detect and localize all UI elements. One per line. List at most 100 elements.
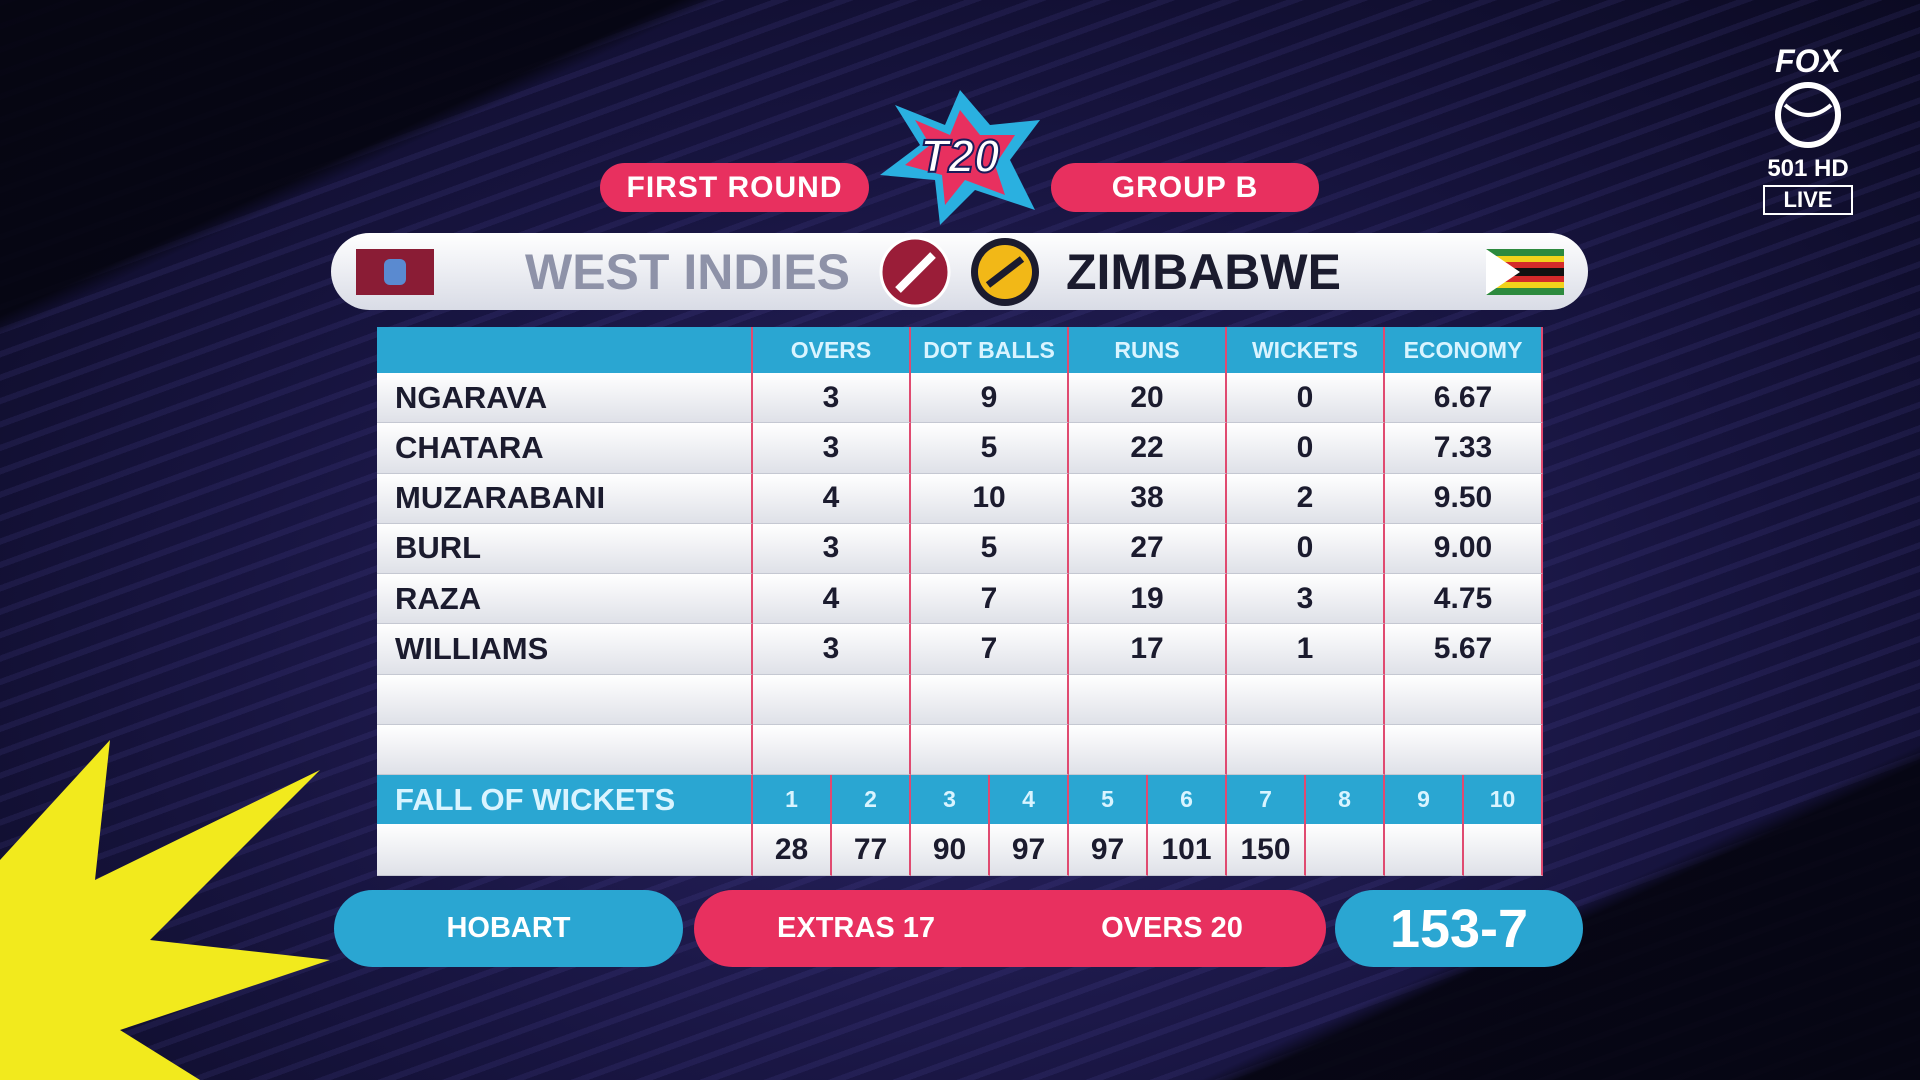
empty-cell (911, 674, 1069, 725)
bowler-name: BURL (377, 523, 753, 574)
stat-cell: 5 (911, 523, 1069, 574)
round-pill: FIRST ROUND (600, 163, 869, 212)
stat-cell: 7 (911, 624, 1069, 675)
broadcaster-name: FOX (1775, 43, 1841, 79)
bowler-name: CHATARA (377, 423, 753, 474)
stat-cell: 7.33 (1385, 423, 1543, 474)
stat-cell: 7 (911, 574, 1069, 625)
empty-cell (1464, 824, 1543, 876)
wicket-number: 5 (1069, 775, 1148, 824)
team-bar (331, 233, 1588, 310)
fow-score: 101 (1148, 824, 1227, 876)
empty-cell (1385, 824, 1464, 876)
stat-cell: 17 (1069, 624, 1227, 675)
column-header: DOT BALLS (911, 327, 1069, 373)
extras: 17 (902, 912, 935, 944)
stat-cell: 0 (1227, 423, 1385, 474)
column-header: RUNS (1069, 327, 1227, 373)
zimbabwe-flag (1486, 249, 1564, 295)
bowler-name: MUZARABANI (377, 473, 753, 524)
fow-score: 97 (1069, 824, 1148, 876)
empty-cell (1385, 674, 1543, 725)
empty-cell (1069, 724, 1227, 775)
west-indies-flag (356, 249, 434, 295)
fow-score: 77 (832, 824, 911, 876)
stat-cell: 19 (1069, 574, 1227, 625)
venue-pill: HOBART (334, 890, 683, 967)
broadcaster-status: LIVE (1763, 185, 1853, 215)
stat-cell: 22 (1069, 423, 1227, 474)
bowler-name: RAZA (377, 574, 753, 625)
tournament-logo: T20 (880, 90, 1040, 225)
empty-cell (1385, 724, 1543, 775)
wicket-number: 1 (753, 775, 832, 824)
stat-cell: 4.75 (1385, 574, 1543, 625)
wicket-number: 8 (1306, 775, 1385, 824)
broadcaster-channel: 501 HD (1767, 155, 1849, 182)
score: 153-7 (1389, 898, 1529, 959)
stat-cell: 2 (1227, 473, 1385, 524)
stat-cell: 27 (1069, 523, 1227, 574)
wicket-number: 4 (990, 775, 1069, 824)
empty-cell (1069, 674, 1227, 725)
round: FIRST ROUND (626, 170, 843, 204)
wicket-number: 2 (832, 775, 911, 824)
overs-group: OVERS 20 (1101, 912, 1243, 945)
empty-cell (1306, 824, 1385, 876)
stat-cell: 3 (753, 373, 911, 424)
bowler-name: WILLIAMS (377, 624, 753, 675)
wicket-number: 9 (1385, 775, 1464, 824)
team-icons (879, 236, 1039, 308)
fow-score: 150 (1227, 824, 1306, 876)
extras-group: EXTRAS 17 (777, 912, 935, 945)
fow-score: 97 (990, 824, 1069, 876)
stat-cell: 6.67 (1385, 373, 1543, 424)
stat-cell: 9 (911, 373, 1069, 424)
stat-cell: 10 (911, 473, 1069, 524)
bowling-team: ZIMBABWE (1066, 244, 1341, 300)
starburst (0, 740, 330, 1080)
empty-cell (753, 674, 911, 725)
group-pill: GROUP B (1051, 163, 1319, 212)
overs: 20 (1210, 912, 1243, 944)
fow-score: 90 (911, 824, 990, 876)
stat-cell: 0 (1227, 373, 1385, 424)
extras-label: EXTRAS (777, 912, 895, 944)
wicket-number: 6 (1148, 775, 1227, 824)
stat-cell: 0 (1227, 523, 1385, 574)
stat-cell: 4 (753, 574, 911, 625)
stat-cell: 9.00 (1385, 523, 1543, 574)
venue: HOBART (446, 912, 571, 944)
header-blank (377, 327, 753, 373)
logo-text: T20 (920, 130, 1000, 182)
bowler-name: NGARAVA (377, 373, 753, 424)
fow-label: FALL OF WICKETS (377, 775, 753, 824)
empty-cell (753, 724, 911, 775)
stat-cell: 3 (753, 624, 911, 675)
empty-cell (1227, 674, 1385, 725)
bowling-table: OVERS DOT BALLS RUNS WICKETS ECONOMY NGARAVA 3… (377, 327, 1543, 876)
wicket-number: 10 (1464, 775, 1543, 824)
empty-cell (911, 724, 1069, 775)
wicket-number: 7 (1227, 775, 1306, 824)
stat-cell: 1 (1227, 624, 1385, 675)
stat-cell: 3 (753, 523, 911, 574)
empty-cell (377, 824, 753, 876)
fow-score: 28 (753, 824, 832, 876)
stat-cell: 4 (753, 473, 911, 524)
stat-cell: 5.67 (1385, 624, 1543, 675)
empty-cell (377, 674, 753, 725)
column-header: OVERS (753, 327, 911, 373)
stat-cell: 3 (1227, 574, 1385, 625)
column-header: WICKETS (1227, 327, 1385, 373)
summary-pill: EXTRAS 17 OVERS 20 (694, 890, 1326, 967)
wicket-number: 3 (911, 775, 990, 824)
stat-cell: 20 (1069, 373, 1227, 424)
group: GROUP B (1111, 170, 1259, 204)
stat-cell: 3 (753, 423, 911, 474)
empty-cell (1227, 724, 1385, 775)
broadcaster-logo: FOX 501 HD LIVE (1763, 43, 1853, 215)
stat-cell: 9.50 (1385, 473, 1543, 524)
stat-cell: 38 (1069, 473, 1227, 524)
